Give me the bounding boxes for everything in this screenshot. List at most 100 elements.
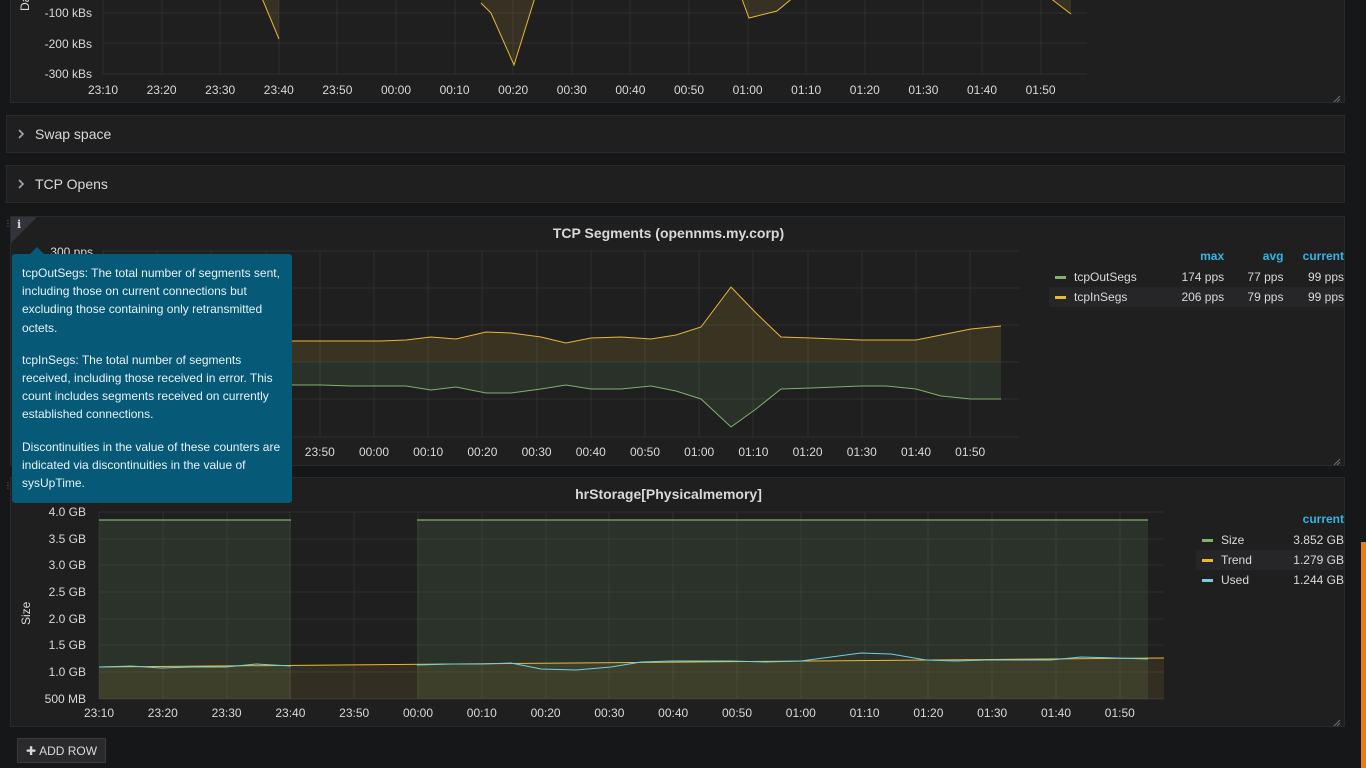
tooltip-paragraph: tcpOutSegs: The total number of segments…: [22, 266, 280, 335]
series-color-swatch[interactable]: [1202, 539, 1213, 543]
x-tick-label: 23:20: [147, 83, 177, 97]
panel-title: hrStorage[Physicalmemory]: [575, 486, 762, 502]
x-tick-label: 00:00: [403, 706, 433, 720]
x-tick-label: 00:10: [440, 83, 470, 97]
x-tick-label: 00:20: [531, 706, 561, 720]
legend-row[interactable]: tcpInSegs 206 pps 79 pps 99 pps: [1049, 287, 1344, 307]
series-color-swatch[interactable]: [1202, 579, 1213, 583]
series-color-swatch[interactable]: [1055, 276, 1066, 280]
row-tcp-opens[interactable]: TCP Opens: [6, 165, 1345, 203]
info-icon[interactable]: i: [17, 218, 22, 231]
x-tick-label: 01:00: [786, 706, 816, 720]
x-tick-label: 00:10: [413, 445, 443, 459]
series-color-swatch[interactable]: [1202, 559, 1213, 563]
legend-value: 1.244 GB: [1293, 573, 1344, 587]
tooltip-paragraph: Discontinuities in the value of these co…: [22, 439, 281, 491]
legend-value: 174 pps: [1181, 270, 1225, 284]
resize-handle[interactable]: [1333, 715, 1341, 727]
series-name[interactable]: Size: [1221, 533, 1245, 547]
legend-value: 1.279 GB: [1267, 550, 1344, 570]
y-axis-label: Size: [19, 601, 33, 625]
x-tick-label: 00:10: [467, 706, 497, 720]
physical-memory-graph: Size 4.0 GB 3.5 GB 3.0 GB 2.5 GB 2.0 GB 1.5 G…: [19, 505, 1165, 720]
legend-header-current[interactable]: current: [1302, 512, 1344, 526]
legend-row[interactable]: Size 3.852 GB: [1196, 530, 1344, 550]
resize-handle[interactable]: [1333, 454, 1341, 466]
x-tick-label: 00:20: [498, 83, 528, 97]
x-tick-label: 00:00: [359, 445, 389, 459]
row-title: Swap space: [35, 126, 112, 142]
y-tick-label: -100 kBs: [45, 6, 92, 20]
add-row-button[interactable]: ✚ ADD ROW: [17, 738, 107, 763]
legend-row[interactable]: Trend 1.279 GB: [1196, 550, 1344, 570]
panel-title: TCP Segments (opennms.my.corp): [552, 225, 785, 241]
y-tick-label: 500 MB: [45, 692, 86, 706]
physical-memory-panel: hrStorage[Physicalmemory] Size 4.0 GB 3.5…: [10, 477, 1345, 727]
legend-value: 99 pps: [1307, 270, 1344, 284]
legend-row[interactable]: Used 1.244 GB: [1196, 570, 1344, 590]
series-line: [741, 0, 791, 19]
legend-header-current[interactable]: current: [1302, 249, 1344, 263]
y-tick-label: -300 kBs: [45, 67, 92, 81]
y-tick-label: 1.5 GB: [49, 638, 86, 652]
used-line: [98, 663, 292, 669]
x-tick-label: 23:30: [205, 83, 235, 97]
y-tick-label: 3.0 GB: [49, 558, 86, 572]
y-tick-label: -200 kBs: [45, 37, 92, 51]
tcpinsegs-line: [291, 286, 1002, 344]
series-name[interactable]: Trend: [1221, 553, 1252, 567]
add-row-label: ADD ROW: [39, 743, 98, 758]
x-tick-label: 01:00: [733, 83, 763, 97]
x-tick-label: 23:40: [264, 83, 294, 97]
y-tick-label: 2.0 GB: [49, 612, 86, 626]
x-tick-label: 23:50: [305, 445, 335, 459]
x-tick-label: 23:30: [212, 706, 242, 720]
legend-value: 3.852 GB: [1293, 533, 1344, 547]
network-traffic-panel: Da -100 kBs -200 kBs -300 kBs 23:10 23:20…: [10, 0, 1345, 103]
row-swap-space[interactable]: Swap space: [6, 115, 1345, 153]
memory-legend: current Size 3.852 GB Trend 1.279 GB Use…: [1196, 510, 1344, 590]
x-tick-label: 23:10: [84, 706, 114, 720]
tcp-legend: max avg current tcpOutSegs 174 pps 77 pp…: [1049, 247, 1344, 307]
series-line: [262, 0, 280, 40]
legend-value: 77 pps: [1247, 270, 1284, 284]
x-tick-label: 00:40: [576, 445, 606, 459]
x-tick-label: 23:50: [339, 706, 369, 720]
used-line: [416, 652, 1149, 671]
x-tick-label: 01:10: [791, 83, 821, 97]
drag-handle-icon[interactable]: ⋮: [4, 481, 12, 490]
tooltip-paragraph: tcpInSegs: The total number of segments …: [22, 352, 273, 422]
x-tick-label: 01:40: [967, 83, 997, 97]
x-tick-label: 00:30: [522, 445, 552, 459]
resize-handle[interactable]: [1333, 91, 1341, 103]
series-color-swatch[interactable]: [1055, 296, 1066, 300]
legend-header-max[interactable]: max: [1200, 249, 1225, 263]
y-tick-label: 3.5 GB: [49, 532, 86, 546]
row-title: TCP Opens: [35, 176, 108, 192]
x-tick-label: 01:10: [738, 445, 768, 459]
legend-header-avg[interactable]: avg: [1262, 249, 1284, 263]
x-tick-label: 01:20: [850, 83, 880, 97]
y-tick-label: 4.0 GB: [49, 505, 86, 519]
legend-value: 206 pps: [1157, 287, 1225, 307]
x-tick-label: 00:50: [722, 706, 752, 720]
x-tick-label: 23:20: [148, 706, 178, 720]
network-traffic-graph: Da -100 kBs -200 kBs -300 kBs 23:10 23:20…: [18, 0, 1087, 97]
scrollbar-indicator[interactable]: [1361, 542, 1366, 768]
chevron-right-icon: [17, 177, 29, 192]
x-tick-label: 01:50: [1026, 83, 1056, 97]
drag-handle-icon[interactable]: ⋮: [4, 219, 12, 228]
legend-value: 99 pps: [1283, 287, 1344, 307]
x-tick-label: 00:30: [557, 83, 587, 97]
series-name[interactable]: tcpOutSegs: [1074, 270, 1137, 284]
x-tick-label: 00:50: [630, 445, 660, 459]
x-tick-label: 01:20: [913, 706, 943, 720]
series-name[interactable]: Used: [1221, 573, 1250, 587]
x-tick-label: 23:50: [322, 83, 352, 97]
series-name[interactable]: tcpInSegs: [1074, 290, 1128, 304]
panel-info-corner[interactable]: [11, 217, 37, 243]
legend-row[interactable]: tcpOutSegs 174 pps 77 pps 99 pps: [1049, 267, 1344, 287]
x-tick-label: 01:50: [1105, 706, 1135, 720]
x-tick-label: 00:40: [658, 706, 688, 720]
x-tick-label: 01:40: [901, 445, 931, 459]
